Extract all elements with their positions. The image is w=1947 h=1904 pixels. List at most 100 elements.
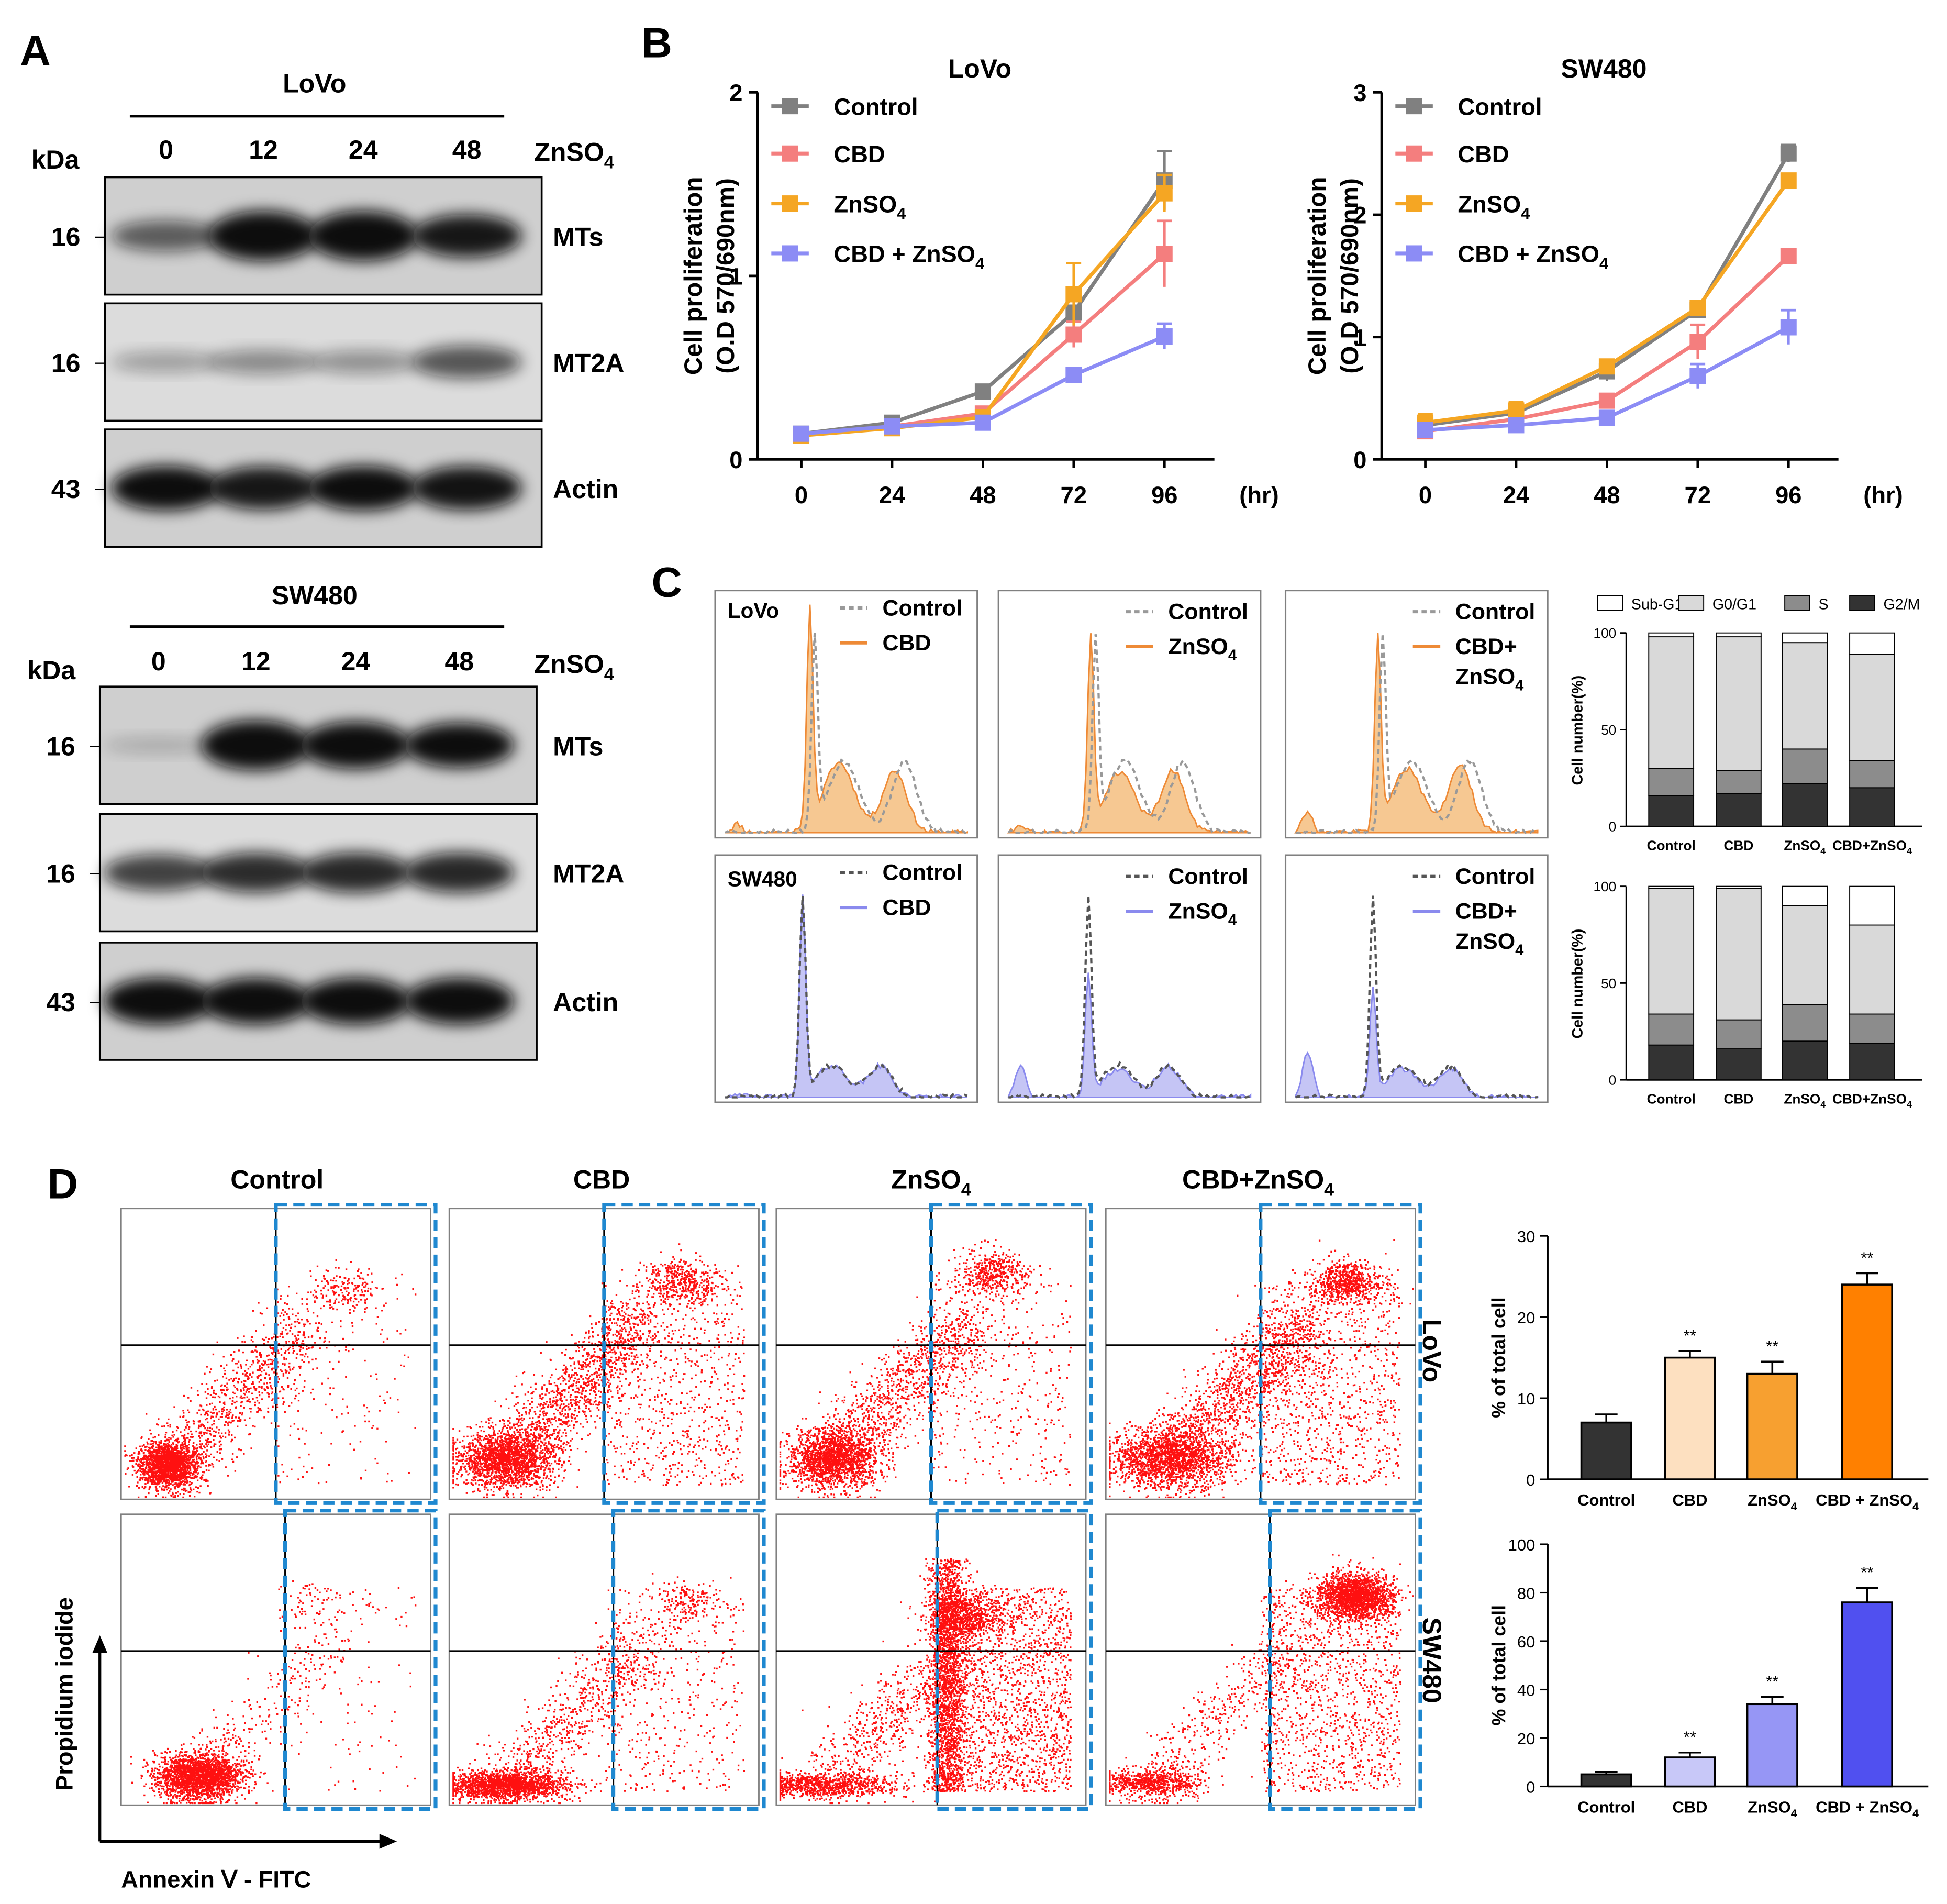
blot-band xyxy=(404,978,515,1025)
scatter-column-header-main: CBD+ZnSO xyxy=(1182,1165,1324,1194)
legend-marker xyxy=(782,145,798,162)
bar-segment-S xyxy=(1849,1013,1895,1044)
bar-segment-S xyxy=(1648,768,1695,796)
y-arrow-head xyxy=(92,1635,108,1653)
blot-cell-title: SW480 xyxy=(272,581,358,610)
significance-mark: ** xyxy=(1684,1728,1696,1746)
apoptotic-gate xyxy=(274,1202,438,1505)
legend-phase: Sub-G1 xyxy=(1631,596,1683,613)
scatter-y-label: Propidium iodide xyxy=(51,1597,77,1791)
legend-treatment: CBD xyxy=(882,630,931,656)
y-tick-label: 0 xyxy=(729,447,742,473)
y-axis-label: % of total cell xyxy=(1488,1297,1509,1418)
apoptotic-gate xyxy=(935,1509,1093,1811)
legend-control: Control xyxy=(1168,599,1248,624)
x-tick-label: 0 xyxy=(795,482,808,508)
bar-segment-G0/G1 xyxy=(1716,636,1762,771)
bar-segment-Sub-G1 xyxy=(1648,885,1695,889)
bar-segment-Sub-G1 xyxy=(1782,885,1828,906)
significance-mark: ** xyxy=(1861,1248,1873,1267)
legend-label-sub: 4 xyxy=(897,204,906,223)
legend-label-main: Control xyxy=(834,93,918,120)
kda-label: kDa xyxy=(27,656,76,685)
kda-label: kDa xyxy=(31,145,80,174)
blot-cell-title: LoVo xyxy=(283,69,346,98)
legend-marker xyxy=(1406,145,1422,162)
legend-marker xyxy=(782,245,798,262)
y-tick-label: 10 xyxy=(1517,1390,1535,1408)
legend-treatment-2: ZnSO4 xyxy=(1455,664,1524,694)
treatment-label-sub: 4 xyxy=(604,153,614,173)
data-point xyxy=(1780,319,1797,336)
blot-band xyxy=(103,855,214,891)
legend-control: Control xyxy=(1168,864,1248,889)
legend-marker xyxy=(1406,195,1422,212)
treatment-label-sub: 4 xyxy=(604,665,614,684)
y-tick-label: 0 xyxy=(1526,1778,1535,1796)
x-tick-label: CBD+ZnSO4 xyxy=(1832,838,1912,856)
x-tick-label: CBD + ZnSO4 xyxy=(1816,1798,1919,1820)
blot-band xyxy=(411,214,522,258)
blot-band xyxy=(201,853,311,893)
bar xyxy=(1841,1283,1893,1480)
legend-marker xyxy=(782,98,798,115)
data-point xyxy=(1065,367,1082,383)
bar-segment-S xyxy=(1716,1019,1762,1049)
data-point xyxy=(1780,248,1797,264)
legend-treatment-2-main: ZnSO xyxy=(1455,929,1515,954)
bar-segment-S xyxy=(1849,760,1895,789)
significance-mark: ** xyxy=(1766,1672,1778,1690)
bar-segment-G2/M xyxy=(1716,793,1762,827)
blot-band xyxy=(301,978,411,1025)
legend-label-main: ZnSO xyxy=(834,191,897,217)
data-point xyxy=(1780,145,1797,162)
legend-label-main: CBD + ZnSO xyxy=(1458,241,1599,268)
x-tick-label: Control xyxy=(1647,1091,1696,1106)
x-tick-label: Control xyxy=(1647,838,1696,854)
legend-treatment: CBD xyxy=(882,895,931,920)
x-tick-label: 24 xyxy=(1503,482,1529,508)
y-axis-label: Cell number(%) xyxy=(1570,929,1586,1039)
blot-band xyxy=(404,853,515,893)
blot-band xyxy=(103,737,214,754)
panel-label-a: A xyxy=(20,27,51,74)
data-point xyxy=(1598,392,1615,409)
legend-swatch xyxy=(1678,595,1705,611)
legend-treatment-main: ZnSO xyxy=(1168,899,1228,924)
panel-label-b: B xyxy=(641,20,672,67)
apoptosis-scatter-panel: Control CBD ZnSO4 CBD+ZnSO4LoVoSW480Propidi… xyxy=(51,1165,1446,1893)
bar-segment-G0/G1 xyxy=(1782,905,1828,1005)
x-tick-label-main: ZnSO xyxy=(1784,838,1820,854)
control-histogram xyxy=(1008,895,1251,1099)
legend-swatch xyxy=(1597,595,1623,611)
x-tick-label: CBD + ZnSO4 xyxy=(1816,1491,1919,1513)
bar-segment-G0/G1 xyxy=(1849,654,1895,761)
x-tick-label-main: CBD+ZnSO xyxy=(1832,838,1907,854)
legend-treatment-main: CBD xyxy=(882,630,931,656)
x-tick-label-main: Control xyxy=(1647,838,1696,854)
data-point xyxy=(1508,417,1525,434)
legend-treatment: CBD+ xyxy=(1455,634,1517,659)
scatter-column-header-sub: 4 xyxy=(961,1180,971,1200)
histogram-cell-label: LoVo xyxy=(728,599,779,623)
data-point xyxy=(1598,409,1615,426)
legend-treatment: CBD+ xyxy=(1455,899,1517,924)
bar-segment-S xyxy=(1716,770,1762,794)
legend-label: CBD + ZnSO4 xyxy=(834,241,985,273)
legend-treatment-2: ZnSO4 xyxy=(1455,929,1524,959)
x-tick-label-sub: 4 xyxy=(1791,1501,1797,1513)
y-tick-label: 2 xyxy=(1353,202,1366,229)
data-point xyxy=(1508,402,1525,419)
scatter-column-header: Control xyxy=(230,1165,324,1194)
y-tick-label: 100 xyxy=(1594,625,1617,641)
legend-swatch xyxy=(1784,595,1810,611)
significance-mark: ** xyxy=(1766,1337,1778,1355)
x-tick-label-main: CBD xyxy=(1672,1491,1707,1509)
legend-phase: G0/G1 xyxy=(1712,596,1756,613)
bar xyxy=(1746,1703,1798,1788)
blot-band xyxy=(301,722,411,769)
blot-band xyxy=(411,466,522,510)
scatter-events xyxy=(452,1243,746,1499)
legend-label-main: CBD xyxy=(1458,141,1509,168)
bar-segment-Sub-G1 xyxy=(1782,632,1828,644)
